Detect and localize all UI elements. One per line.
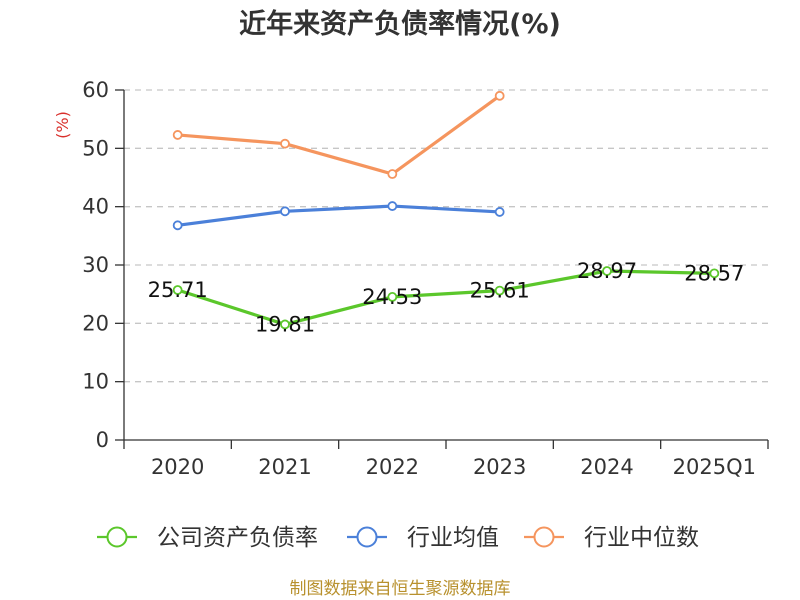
series-1	[172, 201, 505, 231]
series-layer	[172, 90, 720, 330]
data-label: 28.57	[684, 261, 744, 285]
data-point	[602, 266, 612, 276]
series-line	[177, 204, 500, 227]
legend-label: 行业均值	[407, 525, 499, 551]
data-label: 25.61	[470, 279, 530, 303]
data-label: 19.81	[255, 312, 315, 336]
x-tick-label-2021: 2021	[258, 455, 311, 479]
x-tick-label-2022: 2022	[366, 455, 419, 479]
data-point	[172, 285, 183, 295]
legend[interactable]: 公司资产负债率 行业均值 行业中位数	[97, 525, 699, 551]
y-tick-label: 10	[82, 370, 109, 394]
legend-marker-icon	[533, 526, 555, 548]
series-line	[177, 269, 715, 327]
data-point	[280, 206, 290, 217]
y-tick-label: 60	[82, 78, 109, 102]
data-label: 25.71	[148, 278, 208, 302]
y-tick-label: 40	[82, 195, 109, 219]
data-label: 28.97	[577, 259, 637, 283]
series-2	[172, 90, 505, 179]
data-point	[494, 285, 505, 296]
y-tick-label: 50	[82, 136, 109, 160]
y-tick-label: 0	[96, 428, 109, 452]
data-labels: 25.71 19.81 24.53 25.61 28.97 28.57	[148, 259, 745, 336]
series-0	[172, 266, 720, 330]
series-line	[177, 94, 501, 176]
data-point	[494, 90, 505, 101]
data-point	[387, 169, 398, 179]
y-axis-label: (%)	[53, 111, 72, 139]
legend-label: 行业中位数	[584, 525, 699, 551]
data-point	[494, 207, 505, 217]
source-note: 制图数据来自恒生聚源数据库	[290, 579, 511, 599]
y-tick-label: 20	[82, 311, 109, 335]
data-point	[172, 220, 183, 231]
data-point	[387, 292, 398, 302]
legend-item-1[interactable]: 行业均值	[347, 525, 499, 551]
data-point	[280, 138, 290, 149]
x-tick-label-2024: 2024	[580, 455, 633, 479]
legend-label: 公司资产负债率	[157, 525, 318, 551]
legend-marker-icon	[356, 526, 378, 548]
x-tick-label-2020: 2020	[151, 455, 204, 479]
legend-marker-icon	[106, 526, 128, 548]
chart-title: 近年来资产负债率情况(%)	[239, 8, 561, 40]
gridlines	[124, 89, 768, 383]
legend-item-0[interactable]: 公司资产负债率	[97, 525, 318, 551]
data-label: 24.53	[362, 285, 422, 309]
axes: 0 10 20 30 40 50 60 2020 2021 2022 2023 2024 2025Q1	[82, 78, 769, 479]
data-point	[387, 201, 398, 211]
legend-item-2[interactable]: 行业中位数	[524, 525, 699, 551]
data-point	[709, 268, 720, 279]
x-tick-label-2025Q1: 2025Q1	[673, 455, 756, 479]
data-point	[280, 319, 290, 330]
x-tick-label-2023: 2023	[473, 455, 526, 479]
y-tick-label: 30	[82, 253, 109, 277]
data-point	[172, 130, 183, 140]
